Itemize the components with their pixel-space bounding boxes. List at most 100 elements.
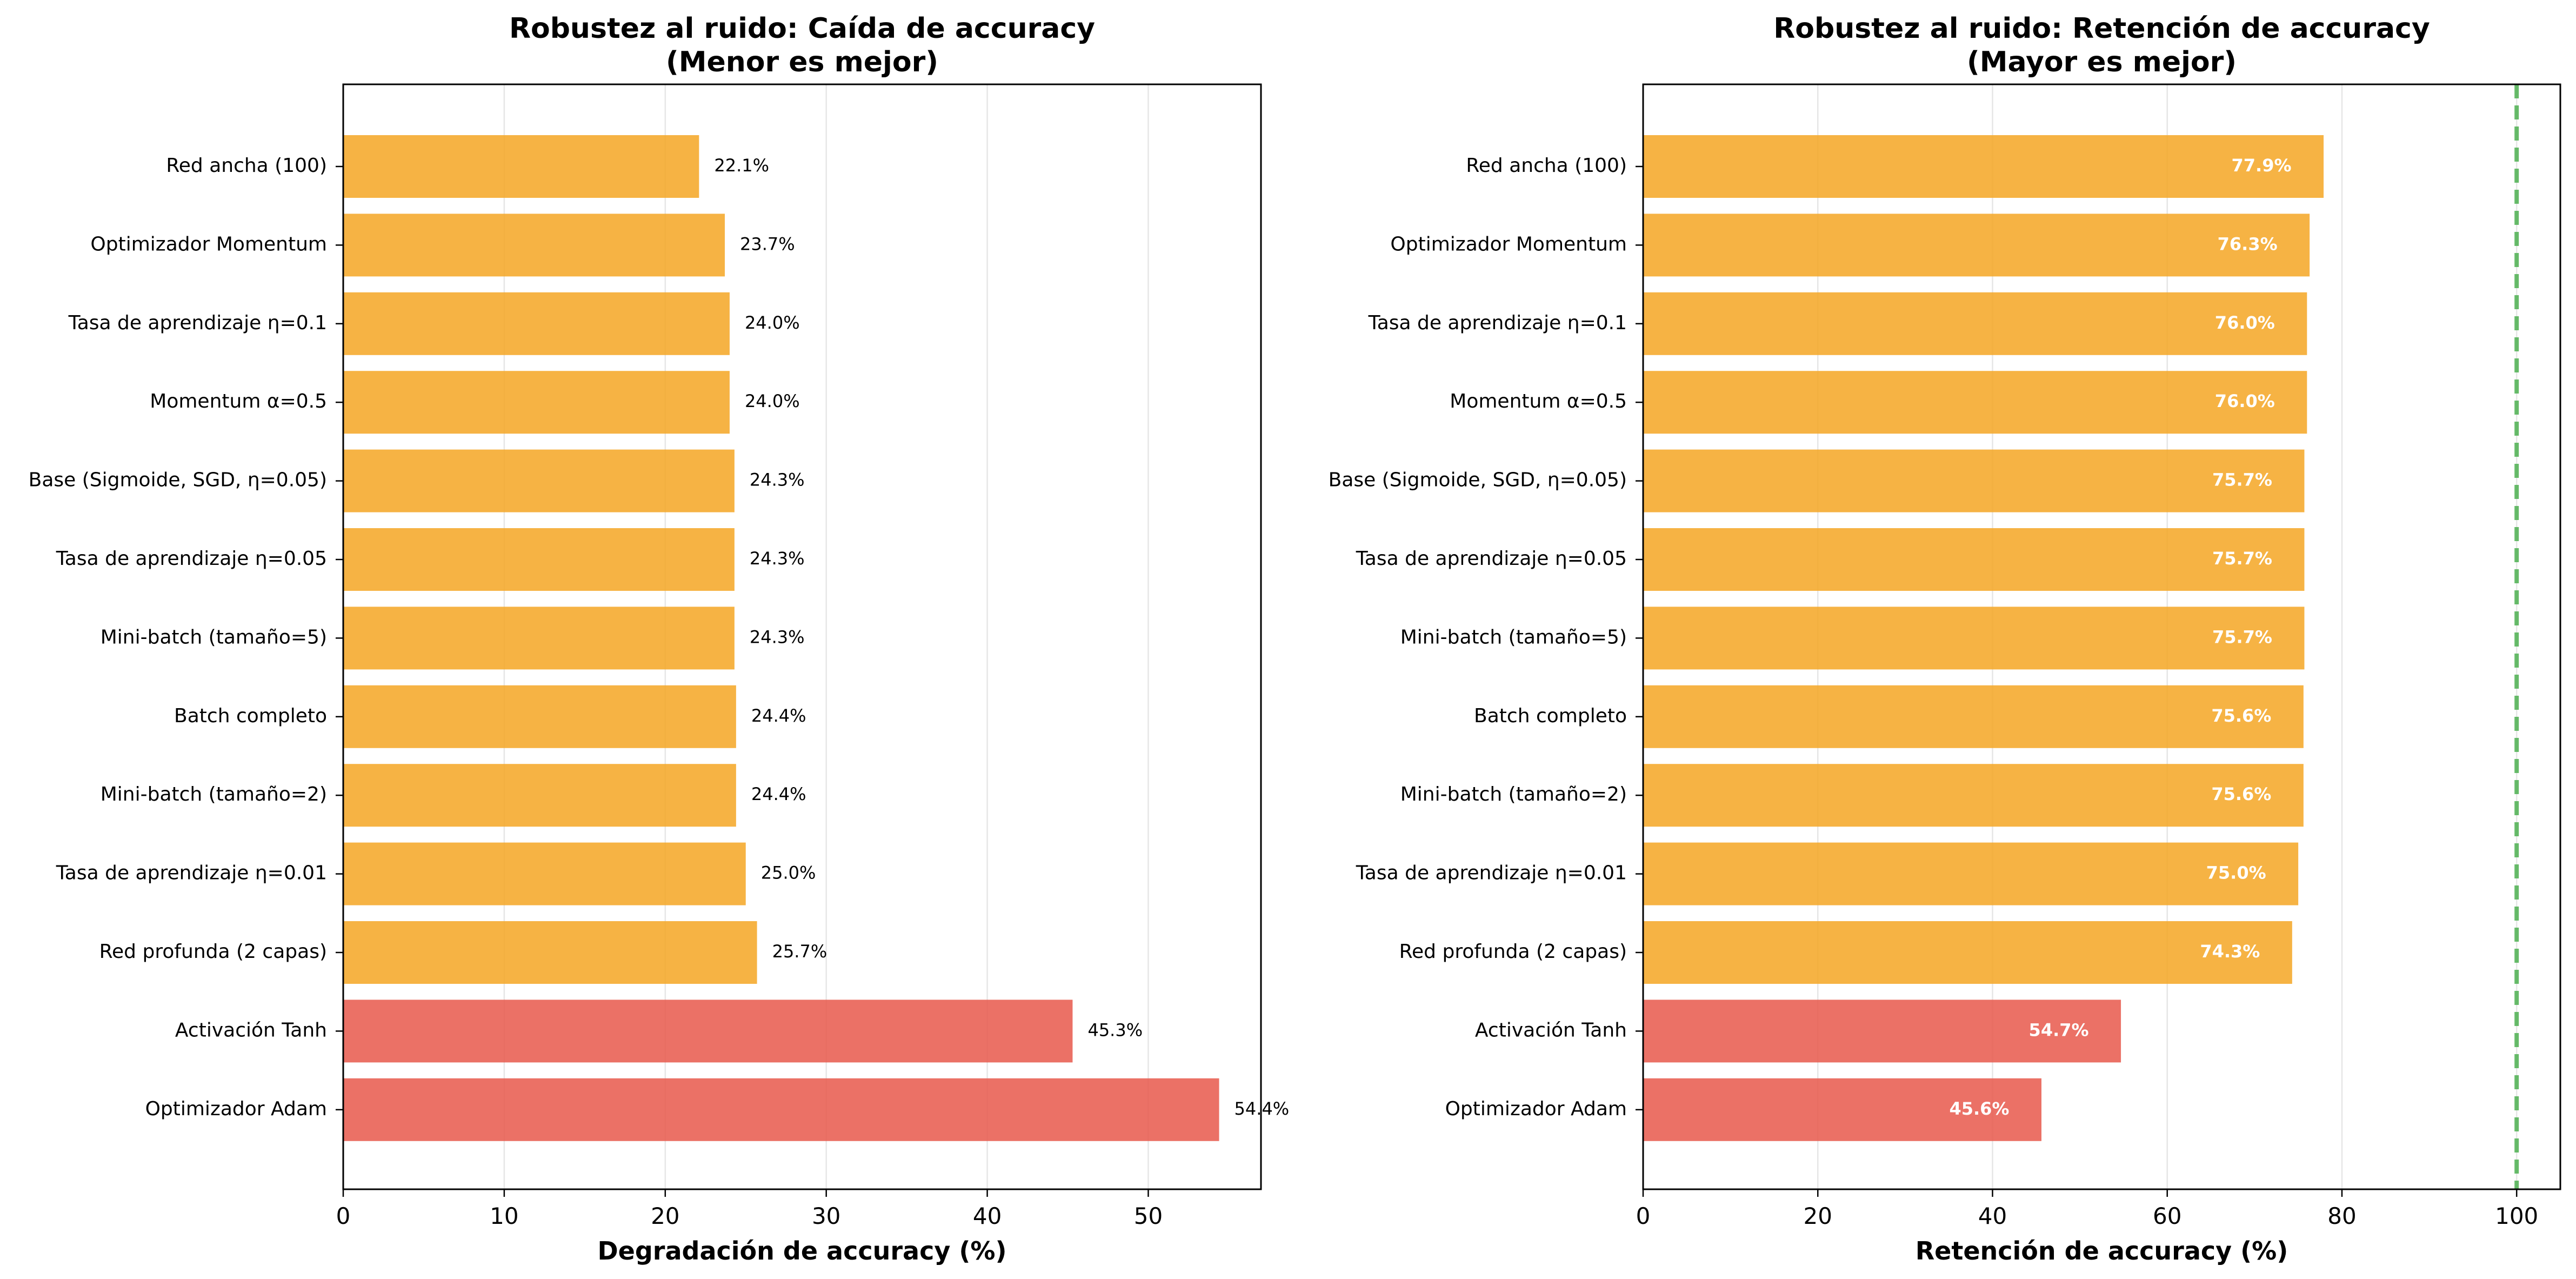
category-label: Red ancha (100)	[166, 155, 327, 177]
bar	[343, 214, 725, 277]
x-tick-label: 80	[2327, 1203, 2356, 1229]
left-chart-panel: Red ancha (100) 22.1% Optimizador Momentum…	[29, 12, 1290, 1265]
category-label: Base (Sigmoide, SGD, η=0.05)	[29, 469, 327, 491]
x-axis-label: Degradación de accuracy (%)	[597, 1236, 1006, 1265]
bar	[1643, 842, 2299, 905]
category-label: Optimizador Adam	[145, 1098, 327, 1120]
category-label: Tasa de aprendizaje η=0.05	[56, 548, 327, 570]
x-tick-label: 30	[812, 1203, 840, 1229]
category-label: Activación Tanh	[175, 1019, 327, 1041]
data-label: 77.9%	[2232, 155, 2292, 176]
category-label: Momentum α=0.5	[1450, 390, 1627, 412]
category-label: Base (Sigmoide, SGD, η=0.05)	[1329, 469, 1627, 491]
bar	[343, 1000, 1073, 1063]
bar	[1643, 449, 2305, 512]
chart-subtitle: (Menor es mejor)	[666, 46, 938, 78]
chart-subtitle: (Mayor es mejor)	[1967, 46, 2237, 78]
data-label: 24.3%	[750, 627, 805, 647]
category-label: Tasa de aprendizaje η=0.1	[1368, 312, 1627, 334]
category-label: Tasa de aprendizaje η=0.1	[68, 312, 327, 334]
data-label: 25.0%	[761, 863, 816, 883]
category-label: Mini-batch (tamaño=5)	[1400, 626, 1627, 648]
category-label: Mini-batch (tamaño=2)	[1400, 783, 1627, 805]
data-label: 54.7%	[2029, 1020, 2089, 1040]
bar	[343, 371, 730, 434]
bar	[1643, 135, 2324, 198]
bar	[343, 528, 735, 591]
category-label: Red profunda (2 capas)	[99, 941, 327, 963]
x-tick-label: 60	[2153, 1203, 2181, 1229]
category-label: Batch completo	[1474, 705, 1627, 727]
data-label: 25.7%	[772, 941, 827, 962]
data-label: 75.6%	[2211, 705, 2271, 726]
category-label: Batch completo	[174, 705, 327, 727]
data-label: 24.0%	[745, 312, 800, 333]
bar	[1643, 214, 2310, 277]
axes-frame	[1642, 83, 2561, 1190]
data-label: 45.6%	[1949, 1098, 2009, 1119]
bar	[1643, 371, 2307, 434]
chart-title: Robustez al ruido: Retención de accuracy	[1773, 12, 2430, 45]
right-chart-panel: Red ancha (100) 77.9% Optimizador Momentum…	[1329, 12, 2561, 1265]
data-label: 75.7%	[2212, 548, 2272, 569]
data-label: 75.0%	[2206, 863, 2266, 883]
x-tick-label: 0	[1636, 1203, 1651, 1229]
category-label: Tasa de aprendizaje η=0.01	[1356, 862, 1627, 884]
x-tick-label: 0	[336, 1203, 351, 1229]
x-tick-label: 20	[1804, 1203, 1832, 1229]
x-axis-label: Retención de accuracy (%)	[1916, 1236, 2288, 1265]
bar	[1643, 292, 2307, 355]
x-tick-label: 50	[1134, 1203, 1163, 1229]
x-tick-label: 100	[2495, 1203, 2538, 1229]
data-label: 75.7%	[2212, 470, 2272, 490]
data-label: 76.0%	[2215, 391, 2275, 411]
category-label: Optimizador Momentum	[1390, 233, 1627, 255]
x-tick-label: 10	[490, 1203, 518, 1229]
bar	[343, 1078, 1219, 1141]
bar	[1643, 685, 2304, 748]
bar	[343, 607, 735, 670]
data-label: 24.3%	[750, 548, 805, 569]
category-label: Momentum α=0.5	[150, 390, 327, 412]
data-label: 24.4%	[751, 705, 806, 726]
bar	[343, 921, 757, 984]
x-tick-label: 20	[651, 1203, 679, 1229]
category-label: Red ancha (100)	[1466, 155, 1627, 177]
data-label: 24.0%	[745, 391, 800, 411]
data-label: 22.1%	[714, 155, 769, 176]
data-label: 75.6%	[2211, 784, 2271, 804]
data-label: 23.7%	[740, 234, 795, 254]
data-label: 76.3%	[2218, 234, 2278, 254]
bar	[1643, 921, 2292, 984]
data-label: 24.4%	[751, 784, 806, 804]
bar	[1643, 764, 2304, 827]
data-label: 74.3%	[2200, 941, 2260, 962]
bar	[343, 842, 746, 905]
data-label: 75.7%	[2212, 627, 2272, 647]
x-tick-label: 40	[1978, 1203, 2007, 1229]
bar	[343, 292, 730, 355]
category-label: Tasa de aprendizaje η=0.05	[1356, 548, 1627, 570]
bar	[343, 135, 699, 198]
category-label: Red profunda (2 capas)	[1399, 941, 1627, 963]
chart-title: Robustez al ruido: Caída de accuracy	[509, 12, 1095, 45]
bar	[343, 764, 736, 827]
bar	[343, 685, 736, 748]
category-label: Tasa de aprendizaje η=0.01	[56, 862, 327, 884]
data-label: 76.0%	[2215, 312, 2275, 333]
category-label: Activación Tanh	[1475, 1019, 1627, 1041]
bar	[1643, 1078, 2041, 1141]
bar	[1643, 1000, 2121, 1063]
bar	[1643, 607, 2305, 670]
data-label: 45.3%	[1087, 1020, 1143, 1040]
category-label: Mini-batch (tamaño=2)	[101, 783, 327, 805]
axes-frame	[342, 83, 1262, 1190]
data-label: 24.3%	[750, 470, 805, 490]
bar	[1643, 528, 2305, 591]
category-label: Mini-batch (tamaño=5)	[101, 626, 327, 648]
bar	[343, 449, 735, 512]
category-label: Optimizador Momentum	[90, 233, 327, 255]
x-tick-label: 40	[973, 1203, 1002, 1229]
category-label: Optimizador Adam	[1445, 1098, 1627, 1120]
